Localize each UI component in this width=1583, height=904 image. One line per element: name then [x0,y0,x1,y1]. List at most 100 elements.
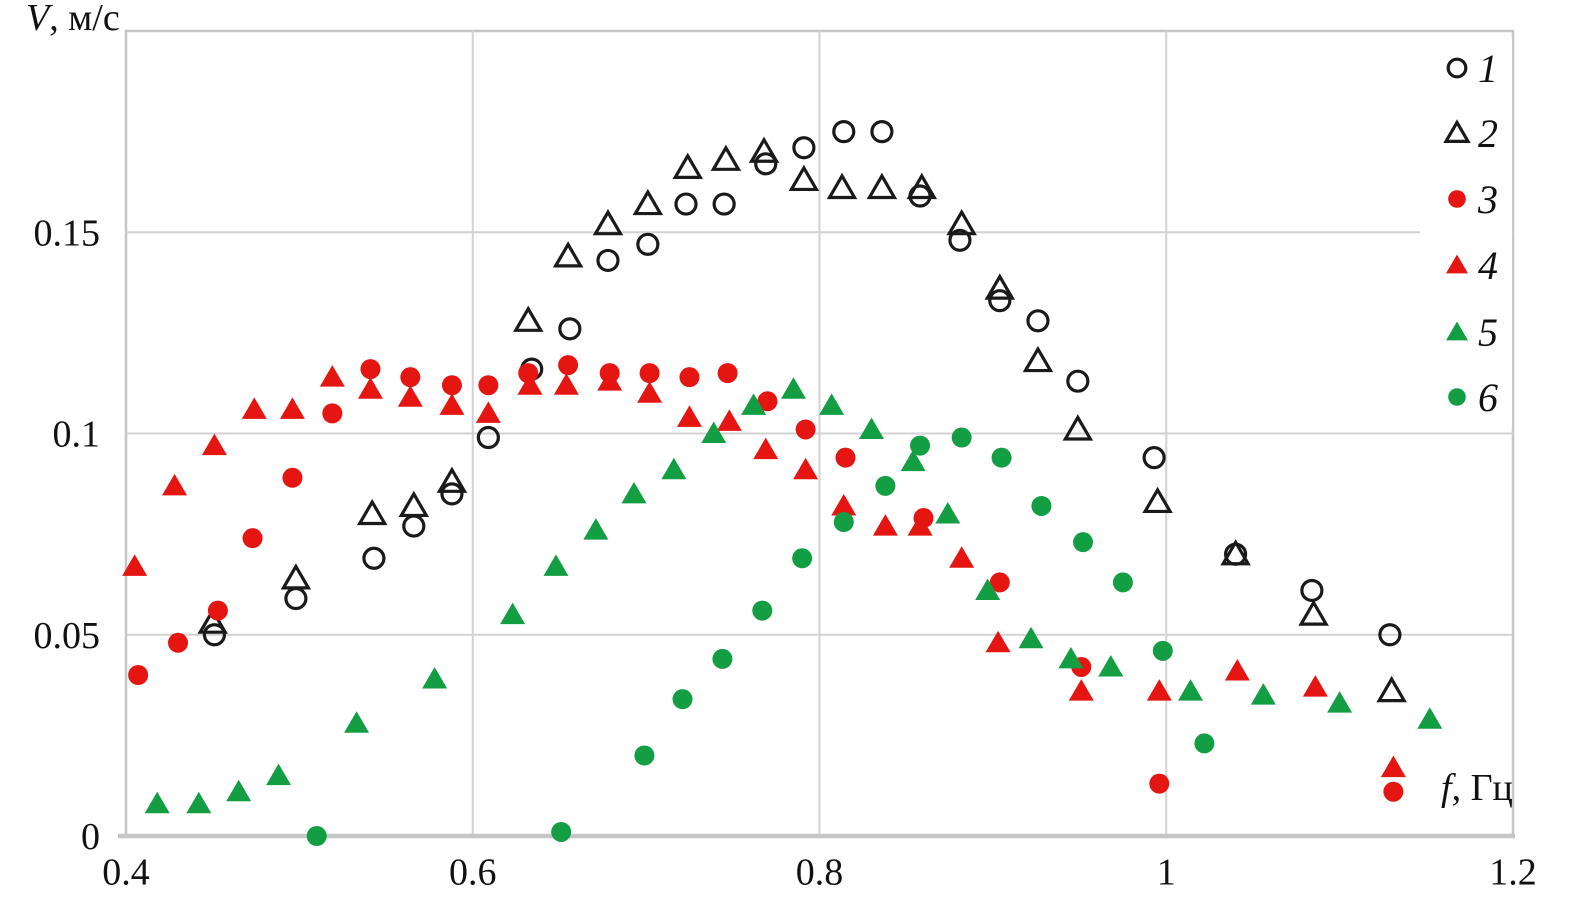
filled-triangle-marker [1098,654,1124,677]
filled-circle-marker [518,363,539,384]
filled-triangle-marker [793,457,819,480]
filled-circle-marker [679,367,700,388]
open-triangle-marker [436,466,468,493]
filled-triangle-marker [122,554,148,576]
open-triangle-marker [512,305,544,332]
filled-triangle-marker [907,514,933,536]
open-triangle-marker [710,144,742,171]
filled-circle-marker [875,475,896,496]
legend-item-label: 5 [1478,310,1498,355]
open-triangle-marker [1142,486,1173,514]
open-circle-marker [202,623,227,647]
filled-triangle-marker [1018,626,1044,649]
filled-triangle-marker [859,417,885,439]
filled-circle-marker [551,821,572,842]
open-circle-marker [476,425,500,450]
filled-triangle-marker [517,373,543,395]
open-triangle-marker [197,607,228,634]
open-circle-marker [948,228,972,252]
open-circle-marker [596,248,620,273]
filled-circle-marker [989,572,1010,593]
filled-triangle-marker [1380,755,1406,778]
open-circle-marker [674,192,698,216]
legend-item-6: 6 [1448,375,1498,420]
open-circle-marker [284,586,308,611]
open-circle-marker [558,317,582,341]
filled-triangle-marker [543,554,569,576]
filled-triangle-marker [1446,321,1468,341]
legend-item-label: 1 [1478,46,1498,91]
open-triangle-marker [1022,345,1054,373]
filled-triangle-marker [935,502,961,524]
open-triangle-marker [906,172,938,200]
series-5 [144,377,1443,814]
x-tick-label: 0.4 [102,851,150,893]
filled-triangle-marker [475,401,501,423]
open-triangle-marker [826,172,858,200]
filled-triangle-marker [661,457,687,480]
x-tick-label: 1 [1157,851,1176,893]
filled-triangle-marker [676,405,702,427]
filled-circle-marker [478,375,499,396]
filled-triangle-marker [872,514,898,536]
x-axis-label: f, Гц [1441,766,1513,810]
filled-circle-marker [1448,388,1466,406]
filled-triangle-marker [439,393,465,415]
filled-circle-marker [712,648,733,669]
x-axis-units: , Гц [1451,767,1513,809]
filled-triangle-marker [985,630,1011,653]
series-4 [122,365,1406,778]
open-circle-marker [754,152,778,176]
filled-triangle-marker [1250,683,1276,705]
filled-triangle-marker [1302,675,1328,697]
filled-triangle-marker [144,791,170,814]
filled-circle-marker [752,600,773,621]
filled-circle-marker [1448,190,1466,208]
filled-triangle-marker [716,409,742,431]
filled-triangle-marker [241,397,267,419]
open-circle-marker [402,514,426,538]
x-tick-label: 0.6 [449,851,497,893]
filled-triangle-marker [819,393,845,415]
filled-circle-marker [282,467,303,488]
legend-item-1: 1 [1446,46,1498,91]
legend-item-label: 2 [1478,111,1498,156]
filled-triangle-marker [279,397,305,419]
filled-triangle-marker [949,546,975,568]
filled-circle-marker [1073,532,1094,553]
legend-item-4: 4 [1446,243,1498,288]
filled-triangle-marker [753,437,779,460]
filled-circle-marker [951,427,972,448]
open-triangle-marker [398,490,430,518]
filled-circle-marker [991,447,1012,468]
filled-triangle-marker [201,433,227,456]
open-triangle-marker [356,498,388,526]
filled-triangle-marker [422,667,448,689]
filled-triangle-marker [621,481,647,504]
filled-triangle-marker [266,763,292,786]
y-tick-label: 0.05 [34,615,101,657]
legend-item-label: 6 [1478,375,1498,420]
y-tick-label: 0 [81,816,100,858]
legend-item-5: 5 [1446,310,1498,355]
open-triangle-marker [946,209,977,236]
open-circle-marker [832,120,856,144]
y-axis-symbol: V [26,0,50,39]
filled-triangle-marker [1146,679,1172,701]
open-circle-marker [712,192,736,216]
filled-triangle-marker [701,421,727,443]
open-circle-marker [792,136,816,160]
x-tick-label: 0.8 [796,851,844,893]
y-axis-label: V, м/с [26,0,120,40]
open-circle-marker [362,546,386,570]
open-triangle-marker [1220,539,1251,566]
filled-circle-marker [1152,640,1173,661]
filled-triangle-marker [780,377,806,399]
filled-circle-marker [717,363,738,384]
open-circle-marker [1300,578,1324,603]
legend-item-label: 4 [1478,243,1498,288]
filled-circle-marker [168,632,189,653]
open-triangle-marker [1298,599,1329,626]
filled-triangle-marker [500,602,526,625]
legend-item-3: 3 [1448,177,1498,222]
